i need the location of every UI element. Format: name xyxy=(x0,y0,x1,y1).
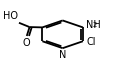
Text: NH: NH xyxy=(85,20,100,30)
Text: 2: 2 xyxy=(92,22,96,28)
Text: Cl: Cl xyxy=(86,37,95,47)
Text: N: N xyxy=(58,50,66,60)
Text: HO: HO xyxy=(3,11,18,21)
Text: O: O xyxy=(22,38,30,48)
